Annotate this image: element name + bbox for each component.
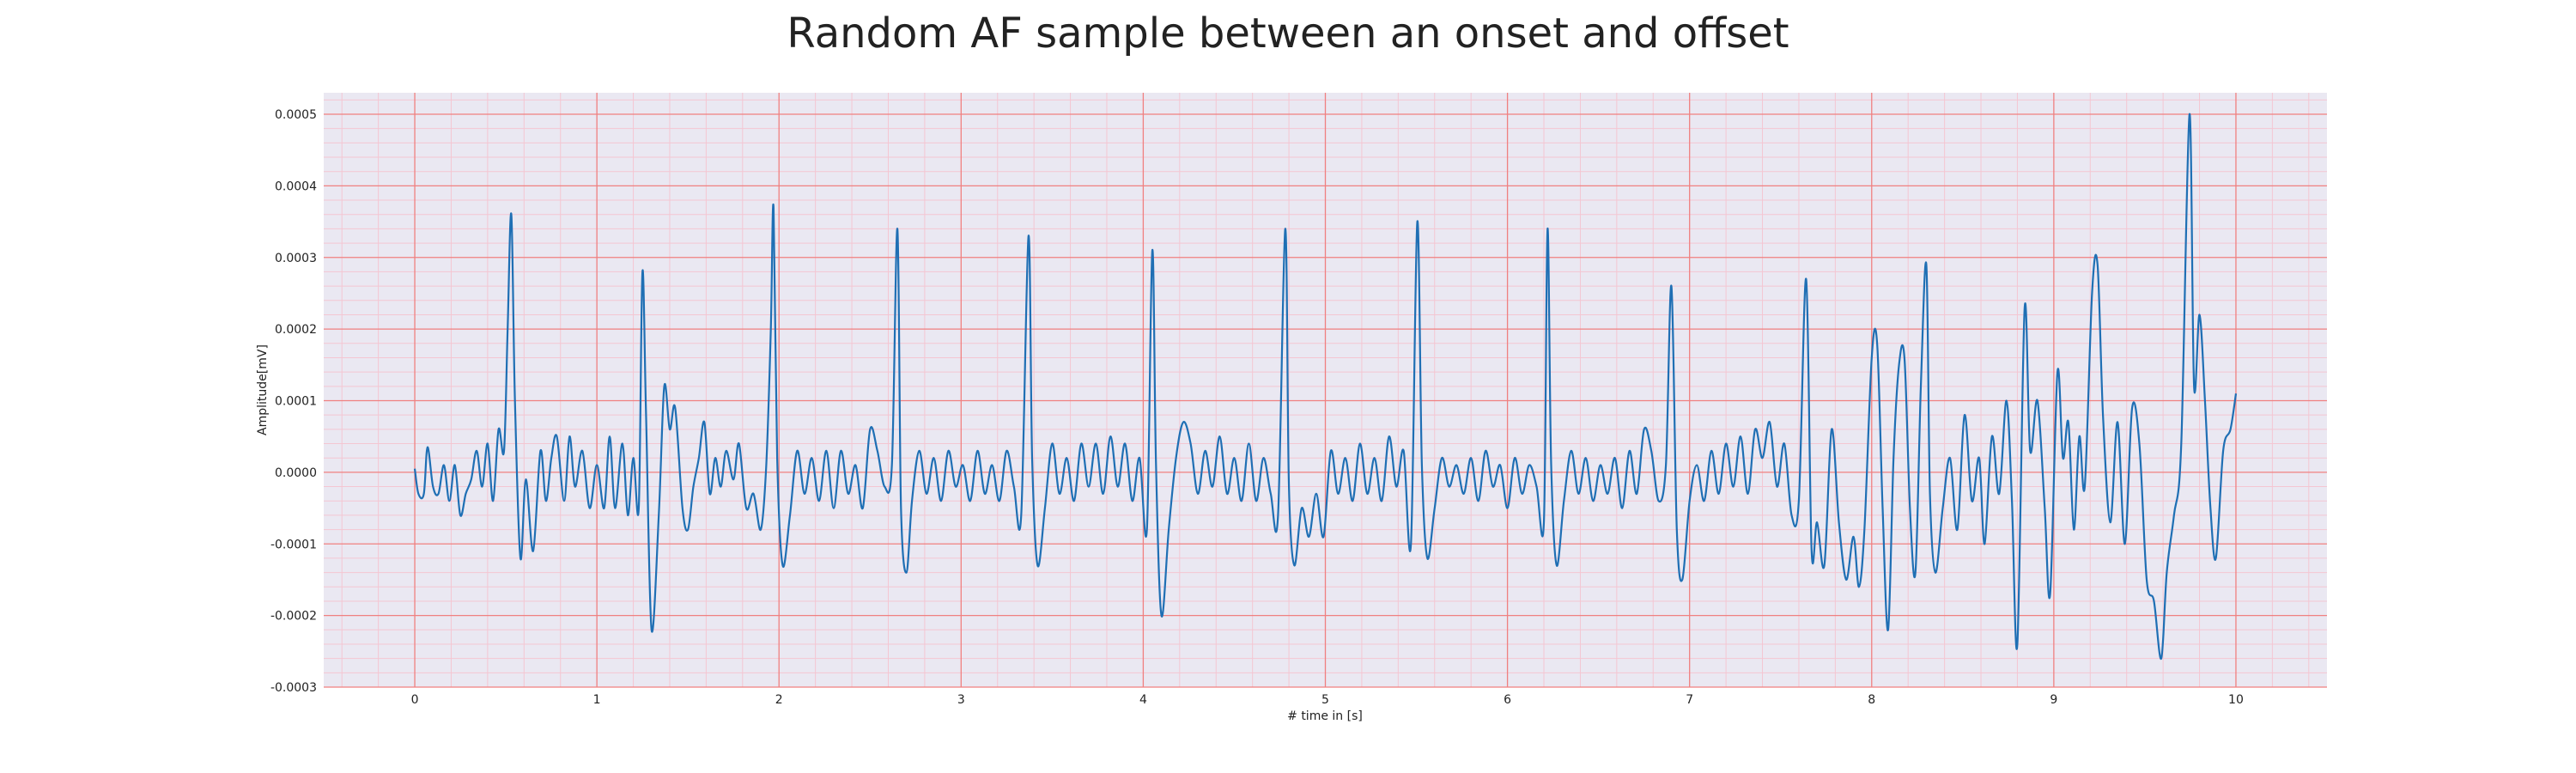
y-tick-label: -0.0003 — [270, 681, 317, 695]
chart-title: Random AF sample between an onset and of… — [787, 9, 1789, 58]
y-tick-label: 0.0005 — [275, 108, 317, 122]
x-tick-label: 6 — [1504, 693, 1511, 707]
x-tick-label: 0 — [411, 693, 419, 707]
series-line — [413, 113, 2238, 660]
x-tick-label: 5 — [1321, 693, 1329, 707]
x-tick-label: 7 — [1686, 693, 1693, 707]
major-grid — [324, 93, 2327, 688]
y-tick-label: 0.0000 — [275, 466, 317, 480]
y-tick-label: -0.0002 — [270, 610, 317, 624]
x-tick-label: 1 — [593, 693, 601, 707]
x-tick-label: 9 — [2050, 693, 2057, 707]
y-tick-label: 0.0004 — [275, 180, 317, 193]
y-tick-label: -0.0001 — [270, 538, 317, 551]
y-axis-label: Amplitude[mV] — [256, 344, 270, 435]
x-tick-label: 2 — [775, 693, 783, 707]
y-tick-label: 0.0002 — [275, 323, 317, 337]
x-tick-label: 4 — [1139, 693, 1147, 707]
x-axis-label: # time in [s] — [1287, 709, 1363, 723]
y-tick-label: 0.0001 — [275, 395, 317, 409]
y-tick-label: 0.0003 — [275, 252, 317, 265]
x-tick-label: 8 — [1868, 693, 1875, 707]
y-tick-labels: -0.0003 -0.0002 -0.0001 0.0000 0.0001 0.0002 0… — [270, 108, 317, 695]
x-tick-label: 3 — [957, 693, 965, 707]
x-tick-label: 10 — [2228, 693, 2244, 707]
x-tick-labels: 0 1 2 3 4 5 6 7 8 9 10 — [411, 693, 2244, 707]
